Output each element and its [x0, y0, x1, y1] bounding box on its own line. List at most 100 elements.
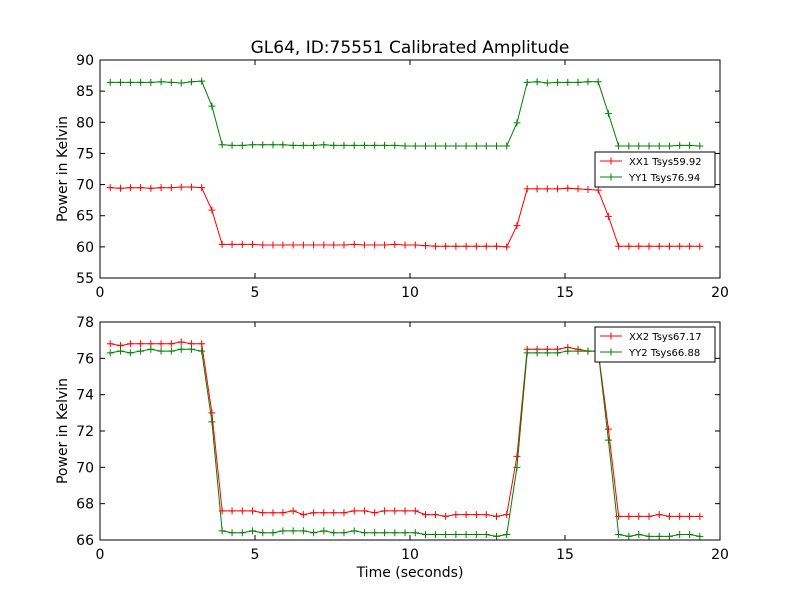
data-point [655, 242, 663, 250]
data-point [411, 507, 419, 515]
data-point [482, 511, 490, 519]
data-point [635, 531, 643, 539]
data-point [513, 222, 521, 230]
data-point [686, 512, 694, 520]
data-point [401, 529, 409, 537]
x-tick-label: 10 [401, 285, 419, 301]
data-point [340, 529, 348, 537]
data-point [584, 78, 592, 86]
y-tick-label: 74 [76, 388, 94, 404]
y-tick-label: 68 [76, 497, 94, 513]
y-tick-label: 65 [76, 209, 94, 225]
data-point [554, 78, 562, 86]
data-point [676, 242, 684, 250]
data-point [238, 141, 246, 149]
x-tick-label: 0 [96, 547, 105, 563]
data-point [655, 511, 663, 519]
series-yy2 [106, 345, 704, 540]
legend-label: YY2 Tsys66.88 [628, 348, 700, 359]
data-point [442, 142, 450, 150]
data-point [299, 241, 307, 249]
data-point [167, 184, 175, 192]
data-point [686, 531, 694, 539]
data-point [187, 78, 195, 86]
data-point [279, 527, 287, 535]
chart-title: GL64, ID:75551 Calibrated Amplitude [251, 38, 570, 58]
data-point [269, 241, 277, 249]
legend-marker [607, 173, 615, 181]
data-point [187, 183, 195, 191]
data-point [676, 141, 684, 149]
data-point [238, 529, 246, 537]
data-point [452, 242, 460, 250]
data-point [320, 509, 328, 517]
data-point [259, 141, 267, 149]
data-point [350, 507, 358, 515]
data-point [126, 340, 134, 348]
data-point [564, 184, 572, 192]
data-point [635, 512, 643, 520]
data-point [340, 509, 348, 517]
data-point [503, 142, 511, 150]
x-tick-label: 15 [556, 285, 574, 301]
data-point [269, 141, 277, 149]
y-axis-label: Power in Kelvin [55, 378, 71, 484]
data-point [564, 78, 572, 86]
data-point [391, 240, 399, 248]
data-point [604, 212, 612, 220]
bottom-plot-panel: 0 5 10 15 20 66 68 70 72 74 76 78 Power in Kelvin Tim… [55, 315, 729, 581]
data-point [452, 531, 460, 539]
data-point [330, 241, 338, 249]
data-point [452, 142, 460, 150]
legend-marker [607, 157, 615, 165]
data-point [126, 78, 134, 86]
data-point [696, 532, 704, 540]
data-point [330, 141, 338, 149]
data-point [279, 241, 287, 249]
data-point [431, 242, 439, 250]
data-point [604, 425, 612, 433]
data-point [411, 241, 419, 249]
data-point [116, 347, 124, 355]
x-tick-label: 5 [251, 547, 260, 563]
data-point [391, 529, 399, 537]
data-point [299, 141, 307, 149]
data-point [249, 240, 257, 248]
data-point [350, 141, 358, 149]
data-point [574, 347, 582, 355]
data-point [147, 345, 155, 353]
data-point [340, 241, 348, 249]
data-point [676, 531, 684, 539]
data-point [462, 242, 470, 250]
data-point [198, 340, 206, 348]
legend-label: XX2 Tsys67.17 [629, 332, 702, 343]
data-point [391, 507, 399, 515]
data-point [360, 241, 368, 249]
data-point [137, 347, 145, 355]
data-point [604, 110, 612, 118]
data-point [218, 240, 226, 248]
data-point [503, 243, 511, 251]
data-point [492, 512, 500, 520]
data-point [635, 142, 643, 150]
data-point [645, 532, 653, 540]
legend-label: YY1 Tsys76.94 [628, 173, 700, 184]
data-point [472, 142, 480, 150]
data-point [106, 340, 114, 348]
data-point [554, 349, 562, 357]
data-point [381, 141, 389, 149]
data-point [472, 242, 480, 250]
data-point [513, 463, 521, 471]
data-point [391, 141, 399, 149]
data-point [228, 141, 236, 149]
y-tick-label: 90 [76, 53, 94, 69]
data-point [157, 347, 165, 355]
data-point [249, 527, 257, 535]
y-tick-label: 70 [76, 460, 94, 476]
data-point [615, 242, 623, 250]
data-point [137, 78, 145, 86]
data-point [289, 507, 297, 515]
data-point [340, 141, 348, 149]
data-point [157, 184, 165, 192]
data-point [167, 347, 175, 355]
